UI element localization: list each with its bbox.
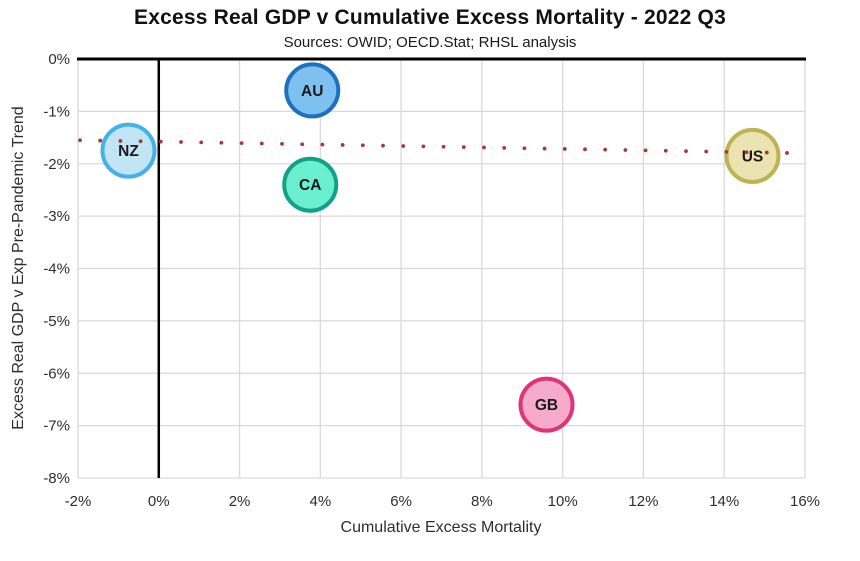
bubble-circle — [724, 127, 781, 184]
trendline-dot — [78, 138, 82, 143]
x-tick-label: 10% — [548, 493, 578, 510]
bubble-label: CA — [299, 177, 321, 194]
trendline-dot — [360, 143, 365, 148]
y-tick-label: -5% — [43, 313, 70, 330]
trendline-dot — [785, 151, 789, 155]
trendline-dot — [764, 150, 769, 155]
trendline-dot — [441, 144, 446, 149]
y-tick-label: -6% — [43, 365, 70, 382]
trendline-dot — [461, 145, 466, 150]
y-tick-label: -8% — [43, 470, 70, 487]
tick-labels: -2% 0% 2% 4% 6% 8% 10% 12% 14% 16% 0% -1% -2% -3% -4% -… — [43, 51, 820, 510]
trendline-dot — [219, 140, 224, 145]
trendline — [78, 138, 789, 155]
trendline-dot — [704, 149, 709, 154]
bubbles: NZ AU CA GB US — [100, 62, 781, 433]
gridlines — [77, 59, 806, 479]
trendline-dot — [300, 142, 305, 147]
x-tick-label: -2% — [65, 493, 92, 510]
zero-axis-lines — [77, 57, 806, 478]
trendline-dot — [401, 144, 406, 148]
bubble-label: AU — [301, 83, 323, 100]
trendline-dot — [623, 148, 628, 152]
x-axis-title: Cumulative Excess Mortality — [340, 519, 542, 536]
x-tick-label: 8% — [471, 493, 493, 510]
trendline-dot — [179, 140, 183, 144]
y-tick-label: 0% — [48, 51, 70, 68]
x-tick-label: 14% — [709, 493, 739, 510]
trendline-dot — [199, 140, 204, 145]
x-tick-label: 6% — [390, 493, 412, 510]
bubble-circle — [100, 122, 157, 179]
bubble-au: AU — [284, 62, 341, 119]
trendline-dot — [583, 147, 587, 152]
y-tick-label: -1% — [43, 103, 70, 120]
trendline-dot — [340, 143, 345, 147]
bubble-label: US — [742, 148, 764, 165]
trendline-dot — [421, 144, 426, 149]
trendline-dot — [603, 147, 608, 152]
trendline-dot — [482, 145, 486, 150]
trendline-dot — [381, 143, 385, 148]
trendline-dot — [280, 141, 284, 146]
bubble-label: NZ — [118, 143, 139, 160]
trendline-dot — [259, 141, 264, 146]
y-tick-label: -7% — [43, 418, 70, 435]
trendline-dot — [522, 146, 527, 151]
y-tick-label: -3% — [43, 208, 70, 225]
chart-subtitle: Sources: OWID; OECD.Stat; RHSL analysis — [283, 34, 577, 51]
trendline-dot — [724, 149, 729, 154]
trendline-dot — [502, 145, 507, 150]
x-tick-label: 16% — [790, 493, 820, 510]
trendline-dot — [118, 139, 123, 143]
trendline-dot — [320, 142, 325, 147]
trendline-dot — [744, 150, 749, 155]
bubble-circle — [282, 156, 339, 213]
trendline-dot — [542, 146, 547, 151]
x-tick-label: 2% — [229, 493, 251, 510]
y-tick-label: -2% — [43, 156, 70, 173]
bubble-label: GB — [535, 397, 558, 414]
trendline-dot — [643, 148, 648, 153]
trendline-dot — [98, 138, 103, 143]
trendline-dot — [663, 148, 668, 153]
bubble-gb: GB — [518, 376, 575, 433]
bubble-us: US — [724, 127, 781, 184]
x-tick-label: 12% — [628, 493, 658, 510]
trendline-dot — [239, 141, 244, 146]
trendline-dot — [562, 147, 567, 151]
x-tick-label: 4% — [309, 493, 331, 510]
trendline-dot — [158, 139, 163, 144]
chart-title: Excess Real GDP v Cumulative Excess Mort… — [134, 6, 726, 29]
trendline-dot — [684, 149, 688, 154]
bubble-nz: NZ — [100, 122, 157, 179]
trendline-dot — [138, 139, 143, 144]
x-tick-label: 0% — [148, 493, 170, 510]
bubble-ca: CA — [282, 156, 339, 213]
y-tick-label: -4% — [43, 261, 70, 278]
bubble-circle — [518, 376, 575, 433]
bubble-circle — [284, 62, 341, 119]
